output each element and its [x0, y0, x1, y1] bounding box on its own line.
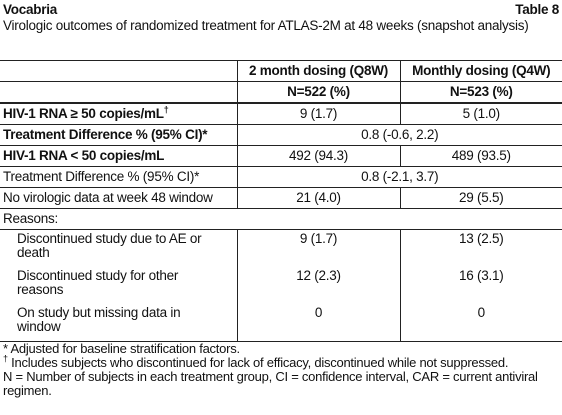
row-label: HIV-1 RNA ≥ 50 copies/mL†: [0, 102, 237, 125]
footnote-text: Includes subjects who discontinued for l…: [11, 355, 509, 370]
cell: 0: [399, 304, 562, 342]
row-label: On study but missing data in window: [0, 304, 237, 342]
footnotes: * Adjusted for baseline stratification f…: [3, 342, 560, 398]
row: Treatment Difference % (95% CI)* 0.8 (-2…: [0, 166, 562, 188]
row: No virologic data at week 48 window 21 (…: [0, 187, 562, 209]
row-label: Treatment Difference % (95% CI)*: [0, 124, 237, 146]
column-n: N=523 (%): [399, 81, 562, 103]
footnote: † Includes subjects who discontinued for…: [3, 353, 560, 370]
cell: 12 (2.3): [236, 267, 400, 304]
row-label: HIV-1 RNA < 50 copies/mL: [0, 145, 237, 167]
cell: 9 (1.7): [236, 102, 400, 125]
row: Reasons:: [0, 208, 562, 230]
cell: 16 (3.1): [399, 267, 562, 304]
footnote-marker: *: [3, 341, 8, 356]
footnote-text: Adjusted for baseline stratification fac…: [10, 341, 240, 356]
footnote-marker: †: [3, 353, 8, 364]
header-row: N=522 (%) N=523 (%): [0, 81, 562, 103]
column-header: Monthly dosing (Q4W): [399, 60, 562, 82]
outcomes-table: 2 month dosing (Q8W) Monthly dosing (Q4W…: [0, 60, 562, 342]
row-label: Treatment Difference % (95% CI)*: [0, 166, 237, 188]
table-number: Table 8: [515, 2, 559, 17]
label-text: Discontinued study for other reasons: [17, 268, 179, 297]
footnote: N = Number of subjects in each treatment…: [3, 369, 538, 398]
cell: 9 (1.7): [236, 229, 400, 267]
drug-name: Vocabria: [3, 2, 58, 17]
row: HIV-1 RNA ≥ 50 copies/mL† 9 (1.7) 5 (1.0…: [0, 102, 562, 125]
cell: 0.8 (-2.1, 3.7): [236, 166, 562, 188]
row: HIV-1 RNA < 50 copies/mL 492 (94.3) 489 …: [0, 145, 562, 167]
column-header: 2 month dosing (Q8W): [236, 60, 400, 82]
row: Treatment Difference % (95% CI)* 0.8 (-0…: [0, 124, 562, 146]
label-text: Discontinued study due to AE or death: [17, 231, 202, 260]
cell: 13 (2.5): [399, 229, 562, 267]
cell: [0, 60, 237, 82]
row-label: Discontinued study due to AE or death: [0, 229, 237, 267]
caption: Virologic outcomes of randomized treatme…: [3, 18, 529, 33]
header-row: 2 month dosing (Q8W) Monthly dosing (Q4W…: [0, 60, 562, 82]
row-label: No virologic data at week 48 window: [0, 187, 237, 209]
header: Vocabria Table 8: [3, 3, 559, 17]
label-text: HIV-1 RNA ≥ 50 copies/mL: [3, 106, 164, 121]
footnote-marker: †: [163, 104, 169, 115]
row: On study but missing data in window 0 0: [0, 304, 562, 342]
footnote: * Adjusted for baseline stratification f…: [3, 342, 560, 356]
cell: 21 (4.0): [236, 187, 400, 209]
column-n: N=522 (%): [236, 81, 400, 103]
cell: 5 (1.0): [399, 102, 562, 125]
row: Discontinued study due to AE or death 9 …: [0, 229, 562, 267]
cell: 29 (5.5): [399, 187, 562, 209]
label-text: On study but missing data in window: [17, 305, 181, 334]
section-label: Reasons:: [0, 208, 562, 230]
cell: [0, 81, 237, 103]
row: Discontinued study for other reasons 12 …: [0, 267, 562, 304]
cell: 489 (93.5): [399, 145, 562, 167]
cell: 0.8 (-0.6, 2.2): [236, 124, 562, 146]
row-label: Discontinued study for other reasons: [0, 267, 237, 304]
cell: 492 (94.3): [236, 145, 400, 167]
cell: 0: [236, 304, 400, 342]
